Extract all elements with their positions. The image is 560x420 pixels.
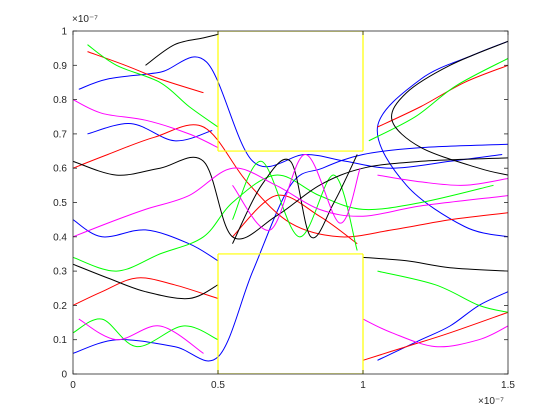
y-tick-label: 0.3 <box>53 267 67 278</box>
y-tick-label: 0.7 <box>53 129 67 140</box>
y-tick-label: 0.6 <box>53 164 67 175</box>
x-tick-label: 0.5 <box>211 380 225 391</box>
y-tick-label: 0.5 <box>53 198 67 209</box>
y-tick-label: 0.2 <box>53 301 67 312</box>
x-tick-label: 0 <box>70 380 76 391</box>
x-tick-label: 1 <box>360 380 366 391</box>
x-exponent-label: ×10⁻⁷ <box>478 396 504 407</box>
plot-background <box>73 31 508 374</box>
y-tick-label: 0 <box>61 370 67 381</box>
y-tick-label: 0.4 <box>53 232 67 243</box>
y-exponent-label: ×10⁻⁷ <box>72 14 98 25</box>
y-tick-label: 1 <box>61 27 67 38</box>
y-tick-label: 0.1 <box>53 335 67 346</box>
x-tick-label: 1.5 <box>501 380 515 391</box>
y-tick-label: 0.9 <box>53 61 67 72</box>
y-tick-label: 0.8 <box>53 95 67 106</box>
